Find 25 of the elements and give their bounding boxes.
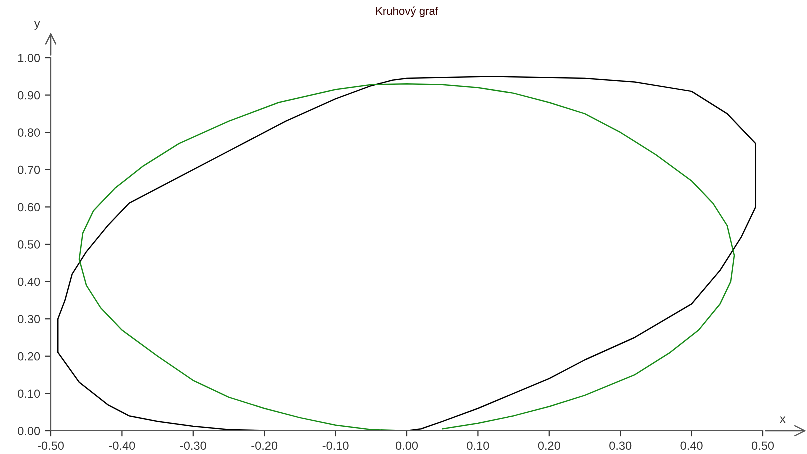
y-tick-label: 0.60 xyxy=(18,203,40,212)
x-tick-label: 0.00 xyxy=(396,442,418,450)
x-tick-label: -0.40 xyxy=(109,442,136,450)
y-tick-label: 0.70 xyxy=(18,166,40,174)
x-tick-label: -0.20 xyxy=(252,442,278,450)
x-tick-label: -0.50 xyxy=(38,442,64,450)
y-tick-label: 0.90 xyxy=(18,91,40,100)
x-tick-label: 0.10 xyxy=(467,442,490,450)
y-tick-label: 0.40 xyxy=(18,278,40,286)
y-tick-label: 0.80 xyxy=(18,128,40,137)
x-tick-label: 0.50 xyxy=(752,442,774,450)
y-tick-label: 0.10 xyxy=(18,390,40,398)
y-axis-title: y xyxy=(34,21,40,30)
y-tick-label: 1.00 xyxy=(18,54,40,62)
x-tick-label: 0.40 xyxy=(680,442,703,450)
y-tick-label: 0.30 xyxy=(18,315,40,324)
x-tick-label: -0.30 xyxy=(180,442,206,450)
x-tick-label: 0.30 xyxy=(610,442,632,450)
y-tick-label: 0.00 xyxy=(18,427,40,436)
y-tick-label: 0.50 xyxy=(18,240,40,249)
y-tick-label: 0.20 xyxy=(18,352,40,361)
x-tick-label: -0.10 xyxy=(322,442,349,450)
x-tick-label: 0.20 xyxy=(538,442,560,450)
chart-title: Kruhový graf xyxy=(376,6,439,18)
x-axis-title: x xyxy=(780,416,786,423)
